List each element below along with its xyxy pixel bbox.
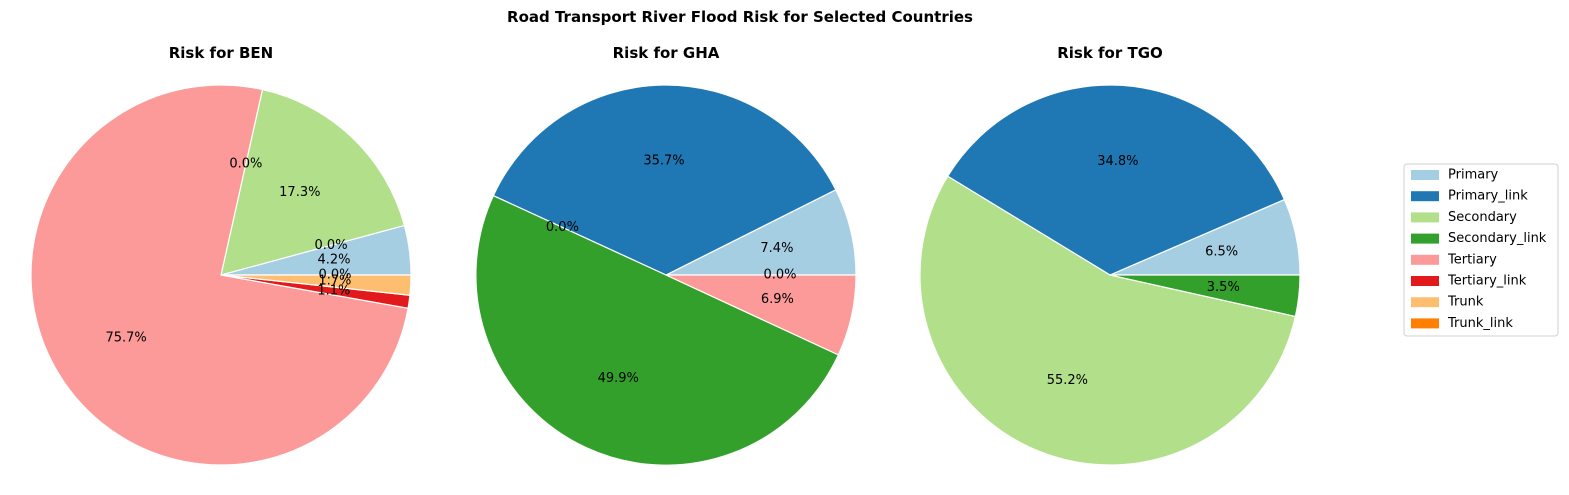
slice-label-secondary: 55.2% bbox=[1047, 373, 1088, 388]
slice-label-tertiary: 75.7% bbox=[105, 331, 146, 346]
pie-labels-gha: 7.4% 35.7% 0.0% 49.9% 6.9% 0.0% bbox=[546, 154, 797, 386]
legend-swatch-primary-link bbox=[1411, 191, 1439, 202]
pie-slice-primary-link bbox=[947, 84, 1285, 276]
pie-title-gha: Risk for GHA bbox=[613, 44, 720, 62]
slice-label-primary: 6.5% bbox=[1205, 244, 1238, 259]
slice-label-secondary-link: 0.0% bbox=[229, 156, 262, 171]
slice-label-tertiary-link: 1.1% bbox=[317, 284, 350, 299]
slice-label-primary: 4.2% bbox=[317, 253, 350, 268]
slice-label-secondary: 17.3% bbox=[279, 185, 320, 200]
legend-swatch-tertiary-link bbox=[1411, 276, 1439, 286]
legend-swatch-secondary bbox=[1411, 212, 1439, 223]
pie-title-tgo: Risk for TGO bbox=[1057, 44, 1163, 62]
pie-tgo: Risk for TGO 6.5% 34.8% 55.2% 3.5% bbox=[919, 44, 1301, 466]
pie-slices-ben bbox=[30, 84, 412, 466]
legend-swatch-secondary-link bbox=[1411, 233, 1439, 244]
slice-label-primary-link: 0.0% bbox=[315, 238, 348, 253]
legend-label-primary-link: Primary_link bbox=[1448, 189, 1528, 204]
slice-label-trunk-link: 0.0% bbox=[318, 268, 351, 283]
slice-label-secondary-link: 3.5% bbox=[1207, 280, 1240, 295]
legend-swatch-trunk bbox=[1411, 297, 1439, 308]
pie-ben: Risk for BEN 4.2%0.0%17.3%0.0%75.7%1.1%1… bbox=[30, 44, 412, 466]
pie-labels-tgo: 6.5% 34.8% 55.2% 3.5% bbox=[1047, 154, 1240, 388]
pie-slices-tgo bbox=[919, 84, 1301, 466]
legend-label-tertiary: Tertiary bbox=[1447, 252, 1497, 267]
slice-label-primary-link: 34.8% bbox=[1097, 154, 1138, 169]
slice-label-trunk: 1.7% bbox=[318, 274, 351, 289]
legend-label-primary: Primary bbox=[1448, 168, 1499, 183]
legend-label-trunk-link: Trunk_link bbox=[1447, 316, 1513, 331]
slice-label-tertiary-link: 0.0% bbox=[763, 268, 796, 283]
pie-gha: Risk for GHA 7.4% 35.7% 0.0% 49.9% 6.9% 0.0% bbox=[475, 44, 857, 466]
legend-swatch-primary bbox=[1411, 170, 1439, 180]
legend: Primary Primary_link Secondary Secondary_li… bbox=[1403, 163, 1559, 337]
pie-slice-tertiary bbox=[30, 84, 409, 466]
pie-slice-secondary-link bbox=[475, 195, 839, 466]
legend-frame bbox=[1403, 163, 1559, 337]
slice-label-primary-link: 35.7% bbox=[643, 154, 684, 169]
slice-label-secondary: 0.0% bbox=[546, 220, 579, 235]
pie-labels-ben: 4.2%0.0%17.3%0.0%75.7%1.1%1.7%0.0% bbox=[105, 156, 351, 345]
legend-label-tertiary-link: Tertiary_link bbox=[1447, 274, 1527, 289]
pie-slices-gha bbox=[475, 84, 857, 466]
pie-slice-trunk bbox=[220, 274, 412, 296]
pie-title-ben: Risk for BEN bbox=[169, 44, 274, 62]
pie-slice-secondary-link bbox=[1109, 274, 1301, 318]
slice-label-tertiary: 6.9% bbox=[761, 292, 794, 307]
pie-slice-primary-link bbox=[492, 84, 837, 276]
legend-swatch-trunk-link bbox=[1411, 318, 1439, 329]
slice-label-secondary-link: 49.9% bbox=[598, 371, 639, 386]
pie-slice-secondary bbox=[919, 175, 1297, 466]
chart-title: Road Transport River Flood Risk for Sele… bbox=[507, 8, 973, 26]
legend-label-secondary: Secondary bbox=[1448, 210, 1517, 225]
legend-label-secondary-link: Secondary_link bbox=[1448, 231, 1547, 246]
legend-label-trunk: Trunk bbox=[1447, 295, 1484, 310]
legend-swatch-tertiary bbox=[1411, 254, 1439, 265]
slice-label-primary: 7.4% bbox=[760, 241, 793, 256]
pie-slice-tertiary bbox=[665, 274, 857, 356]
pie-slice-secondary bbox=[220, 88, 406, 276]
